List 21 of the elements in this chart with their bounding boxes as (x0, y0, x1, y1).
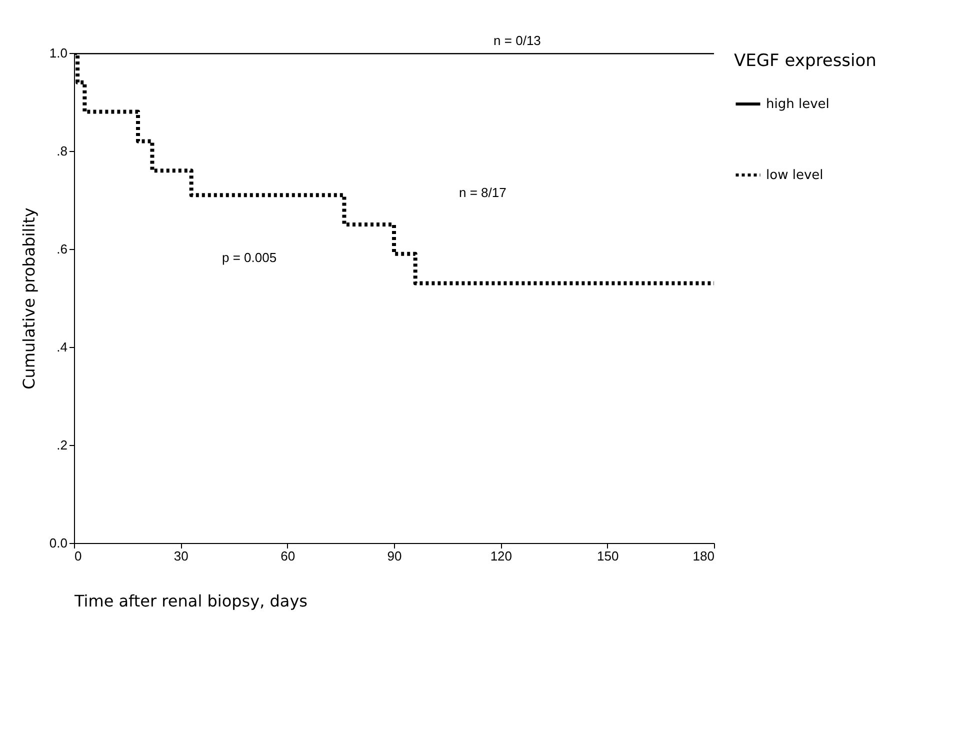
x-tick-label: 180 (692, 548, 714, 564)
x-axis-title: Time after renal biopsy, days (74, 592, 308, 610)
x-tick-label: 90 (387, 548, 402, 564)
x-tick-label: 30 (174, 548, 188, 564)
x-tick-label: 120 (490, 548, 512, 564)
y-tick-label: .2 (56, 438, 68, 452)
legend-label: high level (766, 97, 830, 112)
y-tick-label: .4 (56, 340, 68, 354)
y-tick-label: .8 (56, 144, 68, 158)
y-tick-label: 0.0 (49, 536, 68, 550)
x-tick-label: 60 (280, 548, 296, 564)
annotation: n = 0/13 (494, 33, 541, 48)
legend-label: low level (766, 168, 824, 183)
x-tick-label: 150 (596, 548, 619, 564)
y-axis-title: Cumulative probability (19, 208, 38, 390)
y-tick-label: .6 (56, 242, 68, 256)
annotation: n = 8/17 (459, 185, 506, 200)
y-tick-label: 1.0 (49, 46, 68, 60)
legend-title: VEGF expression (734, 51, 876, 71)
x-tick-label: 0 (74, 548, 82, 564)
annotation: p = 0.005 (222, 250, 277, 265)
